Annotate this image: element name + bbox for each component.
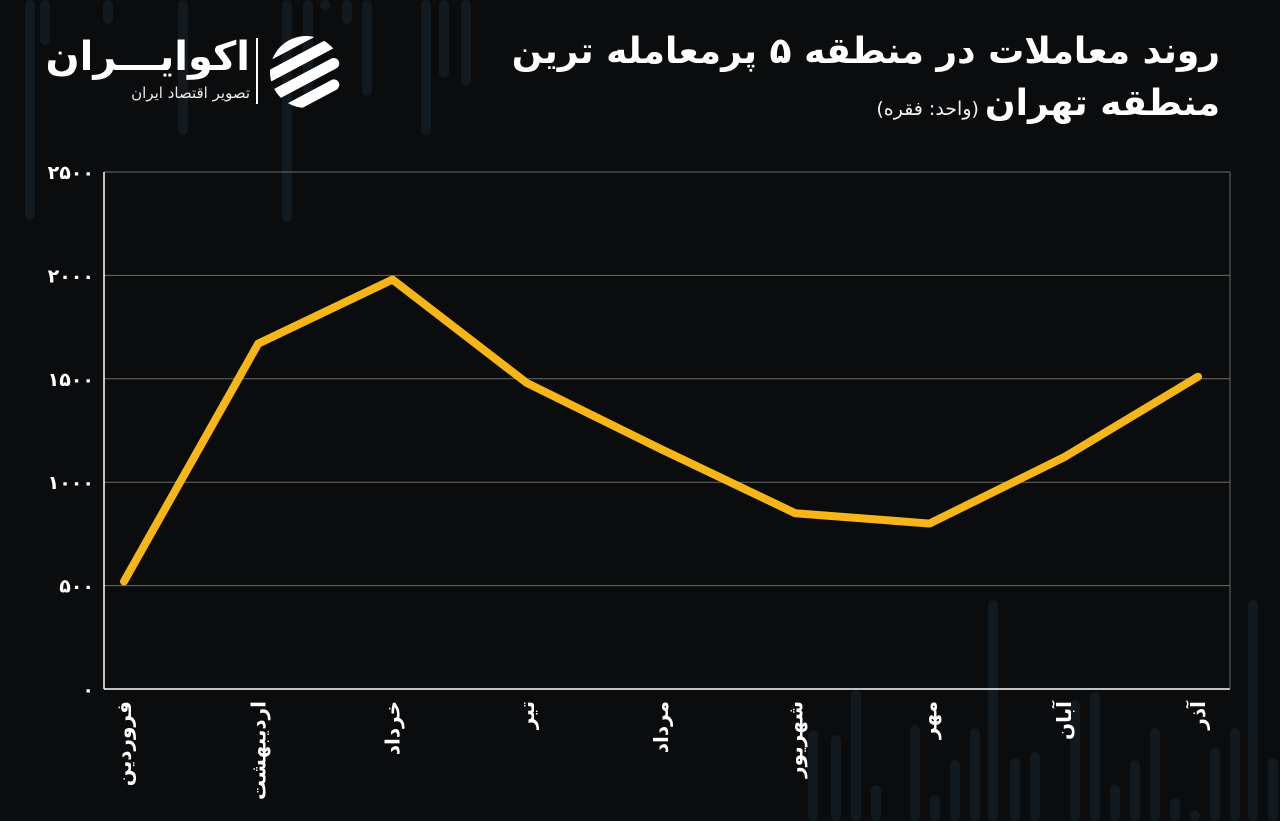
background-bar [1190,810,1200,821]
background-bar [1150,728,1160,821]
brand-tagline: تصویر اقتصاد ایران [131,84,250,102]
data-point [926,520,933,528]
x-tick-label: مهر [918,701,942,740]
chart-title-line2: منطقه تهران(واحد: فقره) [460,78,1220,135]
y-tick-label: ۲۰۰۰ [48,265,94,287]
background-bar [831,735,841,821]
background-bar [1090,692,1100,821]
data-point [1060,453,1068,461]
series [120,275,1202,586]
x-tick-label: آبان [1051,700,1076,740]
background-bar [851,690,861,821]
background-bar [1130,760,1140,821]
y-tick-label: ۲۵۰۰ [48,162,94,184]
x-tick-label: خرداد [381,701,405,755]
x-tick-label: شهریور [783,701,807,779]
background-bar [930,795,940,821]
background-bar [439,0,449,78]
background-bar [320,0,330,10]
x-tick-label: فروردین [112,701,136,786]
background-bar [1210,748,1220,821]
y-axis-ticks: ۰ ۵۰۰ ۱۰۰۰ ۱۵۰۰ ۲۰۰۰ ۲۵۰۰ [48,162,94,701]
background-bar [342,0,352,24]
background-bar [282,0,292,222]
data-point [120,577,128,585]
data-point [254,340,262,348]
background-bar [1170,798,1180,821]
background-bar [950,760,960,821]
background-bar [970,728,980,821]
background-bar [103,0,113,24]
axes [103,172,1231,690]
x-tick-label: مرداد [649,701,673,753]
background-bar [1010,758,1020,821]
background-bar [421,0,431,135]
background-bar [1268,758,1278,821]
background-bar [1110,785,1120,821]
x-tick-label: اردیبهشت [246,701,270,800]
logo-separator [256,38,258,104]
background-bar [1070,700,1080,821]
x-tick-label: آذر [1185,700,1210,731]
y-tick-label: ۵۰۰ [59,576,94,598]
background-bar [1030,752,1040,821]
background-bar [1248,600,1258,821]
x-axis-ticks: فروردین اردیبهشت خرداد تیر مرداد شهریور مهر آبا… [112,700,1210,800]
chart-title-line1: روند معاملات در منطقه ۵ پرمعامله ترین [511,31,1220,72]
x-tick-label: تیر [515,701,539,730]
brand-name: اکوایـــران [45,34,250,80]
background-bar [178,0,188,135]
background-bar [25,0,35,220]
data-point [523,379,531,387]
chart-unit-label: (واحد: فقره) [876,98,979,120]
y-tick-label: ۱۰۰۰ [48,472,94,494]
background-bar [808,730,818,821]
background-bar [40,0,50,45]
chart-title: روند معاملات در منطقه ۵ پرمعامله ترین من… [460,26,1220,135]
series-line [120,275,1202,586]
background-bar [910,725,920,821]
y-tick-label: ۰ [82,679,94,701]
background-bar [461,0,471,86]
ecoiran-logo-icon [270,36,341,108]
data-point [791,509,799,517]
grid-lines [104,171,1230,587]
brand-logo: اکوایـــران تصویر اقتصاد ایران [40,32,341,112]
data-point [1194,373,1202,381]
data-point [657,445,665,453]
chart-title-line2-text: منطقه تهران [984,83,1220,124]
background-bar [871,785,881,821]
data-point [389,276,396,284]
y-tick-label: ۱۵۰۰ [48,369,94,391]
background-bar [1230,728,1240,821]
background-bar [988,600,998,821]
background-bar [362,0,372,96]
